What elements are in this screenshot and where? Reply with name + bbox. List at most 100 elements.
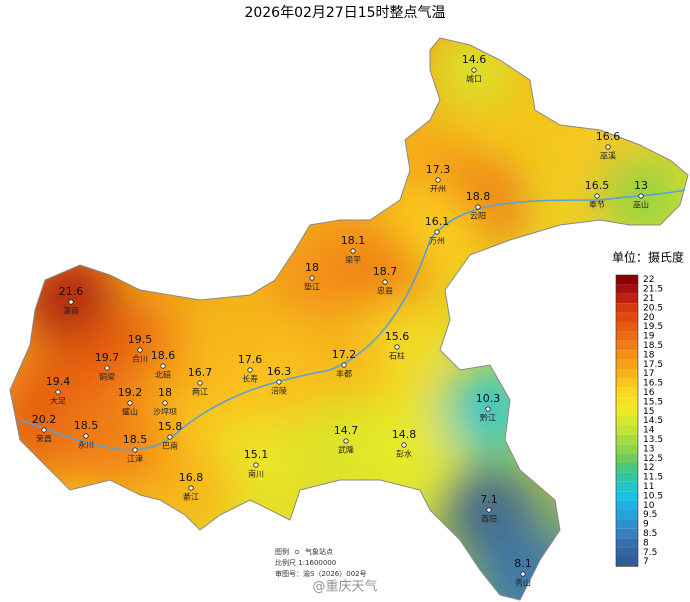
legend-swatch (616, 538, 638, 548)
legend-swatch (616, 387, 638, 398)
legend-swatch (616, 557, 638, 567)
station-dot (127, 400, 133, 406)
station-name: 合川 (132, 354, 148, 364)
legend-swatch (616, 463, 638, 473)
station-dot (486, 507, 492, 513)
legend-label: 16.5 (643, 379, 663, 389)
station-value: 18.7 (373, 265, 398, 278)
station-dot (247, 367, 253, 373)
station-name: 石柱 (389, 351, 405, 361)
station-dot (638, 193, 644, 199)
legend-label: 20 (643, 313, 655, 323)
station-name: 璧山 (122, 407, 138, 417)
station-name: 奉节 (589, 200, 605, 210)
station-name: 开州 (430, 185, 446, 194)
station-value: 15.8 (158, 420, 183, 433)
note-symbol (294, 549, 300, 555)
note-legend: 图例 (275, 547, 289, 556)
station-value: 17.3 (426, 163, 451, 176)
legend-label: 15.5 (643, 397, 663, 407)
legend-label: 10 (643, 501, 655, 511)
legend-swatch (616, 406, 638, 416)
station-name: 沙坪坝 (153, 408, 177, 417)
legend-swatch (616, 453, 638, 463)
station-dot (434, 229, 440, 235)
legend-label: 18.5 (643, 341, 663, 351)
station-value: 16.6 (596, 130, 621, 143)
station-value: 18.1 (341, 234, 366, 247)
station-dot (343, 438, 349, 444)
legend-swatch (616, 340, 638, 351)
legend: 2221.52120.52019.51918.51817.51716.51615… (615, 274, 663, 567)
legend-label: 11 (643, 482, 654, 492)
station-value: 19.2 (118, 386, 143, 399)
station-dot (55, 389, 61, 395)
legend-swatch (616, 528, 638, 539)
legend-label: 15 (643, 407, 654, 417)
legend-label: 19 (643, 332, 655, 342)
station-name: 綦江 (183, 492, 199, 502)
station-name: 酉阳 (481, 515, 497, 524)
station-dot (68, 299, 74, 305)
legend-swatch (616, 416, 638, 426)
station-dot (435, 177, 441, 183)
legend-swatch (616, 350, 638, 360)
station-dot (309, 275, 315, 281)
station-dot (341, 362, 347, 368)
station-name: 城口 (466, 75, 482, 84)
legend-swatch (616, 275, 638, 285)
station-name: 秀山 (515, 578, 531, 588)
station-name: 彭水 (396, 449, 412, 459)
station-name: 黔江 (480, 413, 496, 423)
legend-label: 12.5 (643, 454, 663, 464)
station-value: 13 (634, 179, 648, 192)
station-value: 18 (305, 261, 319, 274)
legend-label: 21 (643, 294, 654, 304)
legend-label: 11.5 (643, 473, 663, 483)
station-dot (137, 347, 143, 353)
station-dot (475, 204, 481, 210)
legend-label: 13.5 (643, 435, 663, 445)
station-name: 两江 (192, 388, 208, 397)
station-value: 19.4 (46, 375, 71, 388)
station-dot (83, 433, 89, 439)
station-value: 8.1 (514, 557, 532, 570)
station-dot (485, 406, 491, 412)
station-name: 梁平 (345, 256, 361, 265)
station-name: 大足 (50, 396, 66, 406)
legend-swatch (616, 397, 638, 407)
station-value: 16.3 (267, 365, 292, 378)
station-dot (41, 427, 47, 433)
station-name: 万州 (429, 237, 445, 246)
station-value: 18 (158, 386, 172, 399)
station-name: 江津 (127, 454, 143, 464)
legend-swatch (616, 491, 638, 501)
note-approval: 审图号：渝S（2026）002号 (275, 569, 367, 578)
station-value: 15.6 (385, 330, 410, 343)
station-value: 16.5 (585, 179, 610, 192)
station-dot (162, 400, 168, 406)
station-name: 潼南 (63, 306, 79, 316)
station-dot (394, 344, 400, 350)
station-value: 7.1 (480, 493, 498, 506)
station-value: 15.1 (244, 448, 269, 461)
station-name: 南川 (248, 469, 264, 479)
legend-swatch (616, 547, 638, 557)
station-value: 18.5 (123, 433, 148, 446)
station-name: 涪陵 (271, 386, 287, 396)
legend-swatch (616, 284, 638, 294)
station-dot (520, 571, 526, 577)
station-value: 17.6 (238, 353, 263, 366)
station-value: 16.1 (425, 215, 450, 228)
station-value: 18.6 (151, 349, 176, 362)
station-dot (132, 447, 138, 453)
legend-label: 17 (643, 369, 654, 379)
station-dot (188, 485, 194, 491)
legend-swatch (616, 434, 638, 445)
legend-swatch (616, 293, 638, 304)
station-name: 铜梁 (99, 372, 115, 382)
legend-label: 7 (643, 557, 649, 567)
legend-label: 16 (643, 388, 655, 398)
legend-label: 8.5 (643, 529, 657, 539)
legend-swatch (616, 510, 638, 520)
